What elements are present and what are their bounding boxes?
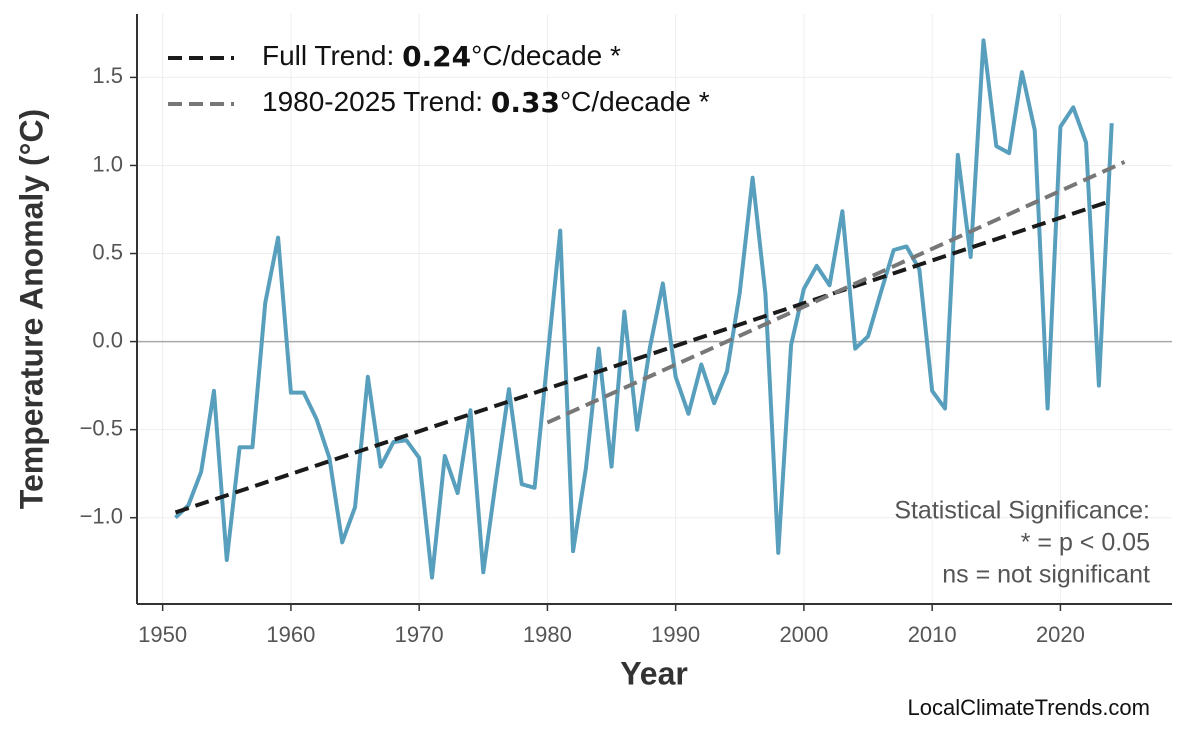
y-tick-label: −0.5 (80, 415, 123, 440)
x-tick-label: 2020 (1036, 622, 1085, 647)
data-line (174, 38, 1114, 580)
x-tick-label: 1970 (395, 622, 444, 647)
y-tick-label: 0.5 (92, 239, 123, 264)
legend-unit: °C/decade * (471, 40, 621, 71)
trend-line (546, 160, 1126, 425)
x-tick-label: 2000 (779, 622, 828, 647)
annotation: * = p < 0.05 (1021, 529, 1150, 557)
trend-line (174, 198, 1113, 515)
x-tick-label: 1990 (651, 622, 700, 647)
y-tick-label: 1.0 (92, 151, 123, 176)
legend-unit: °C/decade * (560, 86, 710, 117)
legend-entry: 1980-2025 Trend: 0.33°C/decade * (262, 86, 710, 119)
y-tick-label: 0.0 (92, 327, 123, 352)
legend-name: Full Trend: (262, 40, 402, 71)
x-tick-label: 1980 (523, 622, 572, 647)
annotation: ns = not significant (942, 561, 1150, 589)
legend-name: 1980-2025 Trend: (262, 86, 491, 117)
legend-rate: 0.33 (491, 86, 560, 119)
y-tick-label: 1.5 (92, 63, 123, 88)
legend-rate: 0.24 (402, 40, 471, 73)
x-tick-label: 2010 (908, 622, 957, 647)
y-tick-label: −1.0 (80, 504, 123, 529)
annotation: Statistical Significance: (894, 497, 1150, 525)
source: LocalClimateTrends.com (908, 695, 1151, 720)
x-tick-label: 1950 (138, 622, 187, 647)
x-axis-label: Year (620, 655, 688, 691)
x-tick-label: 1960 (266, 622, 315, 647)
legend-entry: Full Trend: 0.24°C/decade * (262, 40, 621, 73)
y-axis-label: Temperature Anomaly (°C) (13, 109, 49, 509)
